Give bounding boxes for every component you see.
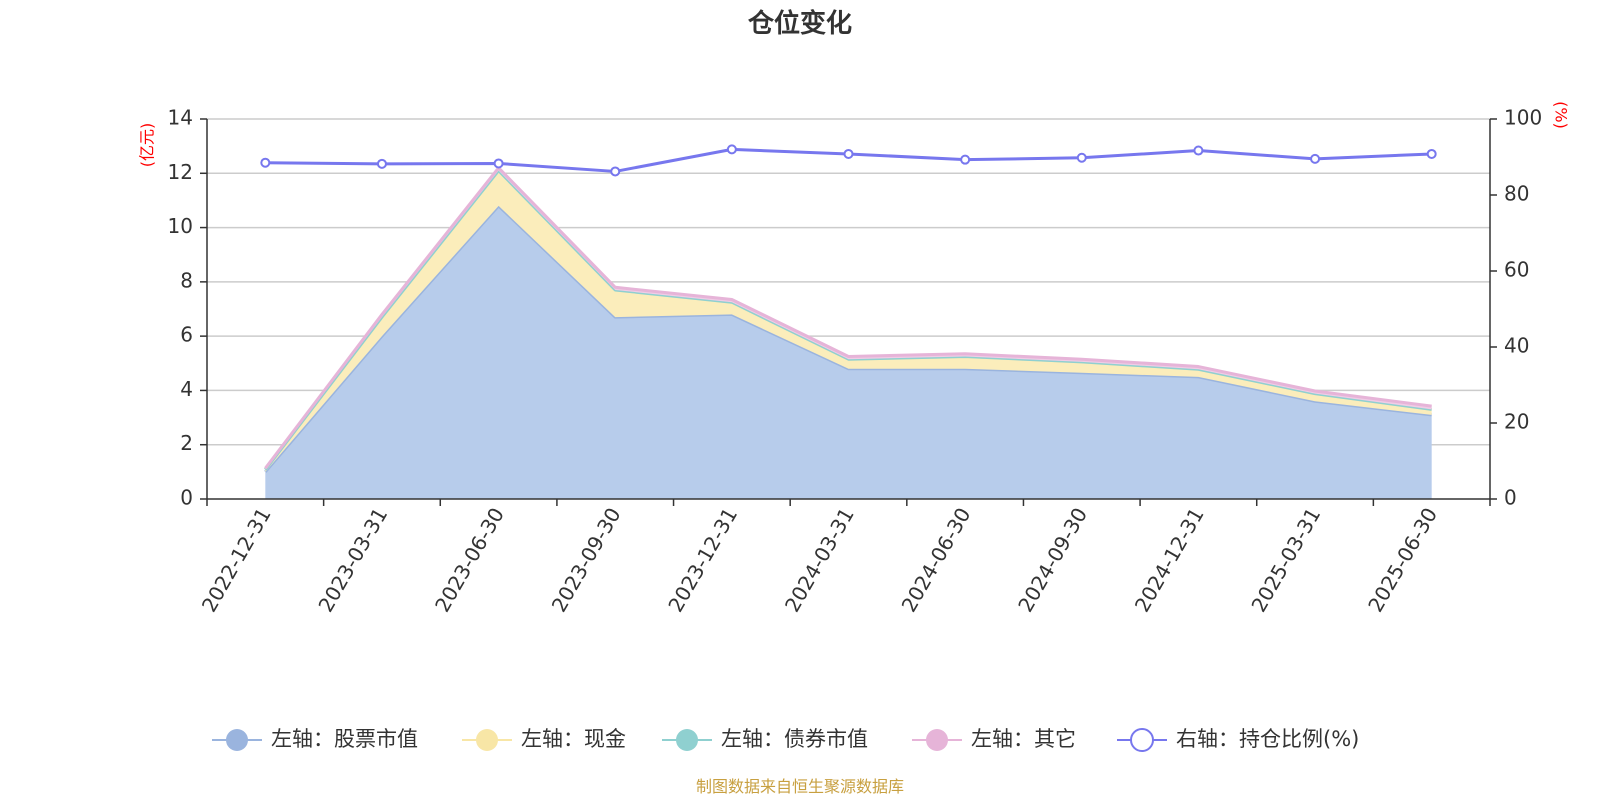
right-tick-label: 60 [1504,258,1529,282]
right-tick-label: 40 [1504,334,1529,358]
x-tick-label: 2022-12-31 [197,504,276,617]
x-tick-label: 2024-09-30 [1013,504,1092,617]
legend-item-3[interactable]: 左轴：其它 [912,727,1076,751]
x-tick-label: 2023-12-31 [663,504,742,617]
legend-item-2[interactable]: 左轴：债券市值 [662,727,868,751]
left-axis-unit: (亿元) [138,123,157,168]
ratio-point[interactable] [610,166,621,177]
area-series [264,166,1432,499]
source-note: 制图数据来自恒生聚源数据库 [696,777,904,796]
x-tick-label: 2025-03-31 [1246,504,1325,617]
left-tick-label: 4 [180,377,193,401]
legend[interactable]: 左轴：股票市值 左轴：现金 左轴：债券市值 左轴：其它 右轴：持仓比例(%) [212,727,1359,752]
area-edge-series-3 [264,166,1432,470]
x-tick-label: 2023-03-31 [313,504,392,617]
left-tick-label: 0 [180,486,193,510]
legend-item-0[interactable]: 左轴：股票市值 [212,727,418,751]
legend-marker [1130,728,1154,752]
ratio-point[interactable] [376,158,387,169]
ratio-point[interactable] [1193,145,1204,156]
legend-item-4[interactable]: 右轴：持仓比例(%) [1117,727,1359,752]
x-tick-label: 2023-06-30 [430,504,509,617]
right-tick-label: 20 [1504,410,1529,434]
ratio-line-series [260,144,1437,177]
legend-marker [476,729,498,751]
x-tick-label: 2024-12-31 [1130,504,1209,617]
legend-marker [226,729,248,751]
left-tick-label: 6 [180,323,193,347]
chart-title: 仓位变化 [747,8,852,39]
left-tick-label: 10 [168,214,193,238]
right-tick-label: 0 [1504,486,1517,510]
x-tick-label: 2024-06-30 [897,504,976,617]
legend-label: 右轴：持仓比例(%) [1176,727,1359,751]
right-axis-unit: (%) [1552,101,1571,129]
x-tick-label: 2023-09-30 [547,504,626,617]
ratio-point[interactable] [1426,148,1437,159]
legend-marker [926,729,948,751]
legend-label: 左轴：股票市值 [271,727,418,751]
area-fill-series-1 [265,170,1432,472]
x-tick-label: 2024-03-31 [780,504,859,617]
left-tick-label: 8 [180,268,193,292]
left-tick-label: 14 [168,106,193,130]
ratio-point[interactable] [1310,153,1321,164]
ratio-point[interactable] [726,144,737,155]
legend-item-1[interactable]: 左轴：现金 [462,727,626,751]
ratio-point[interactable] [493,158,504,169]
left-tick-label: 2 [180,431,193,455]
ratio-point[interactable] [960,154,971,165]
right-tick-label: 80 [1504,182,1529,206]
legend-marker [676,729,698,751]
right-tick-label: 100 [1504,106,1542,130]
ratio-point[interactable] [1076,152,1087,163]
ratio-point[interactable] [843,148,854,159]
legend-label: 左轴：债券市值 [721,727,868,751]
legend-label: 左轴：其它 [971,727,1076,751]
x-tick-label: 2025-06-30 [1363,504,1442,617]
left-tick-label: 12 [168,160,193,184]
area-fill-series-0 [265,205,1432,499]
legend-label: 左轴：现金 [521,727,626,751]
ratio-point[interactable] [260,157,271,168]
